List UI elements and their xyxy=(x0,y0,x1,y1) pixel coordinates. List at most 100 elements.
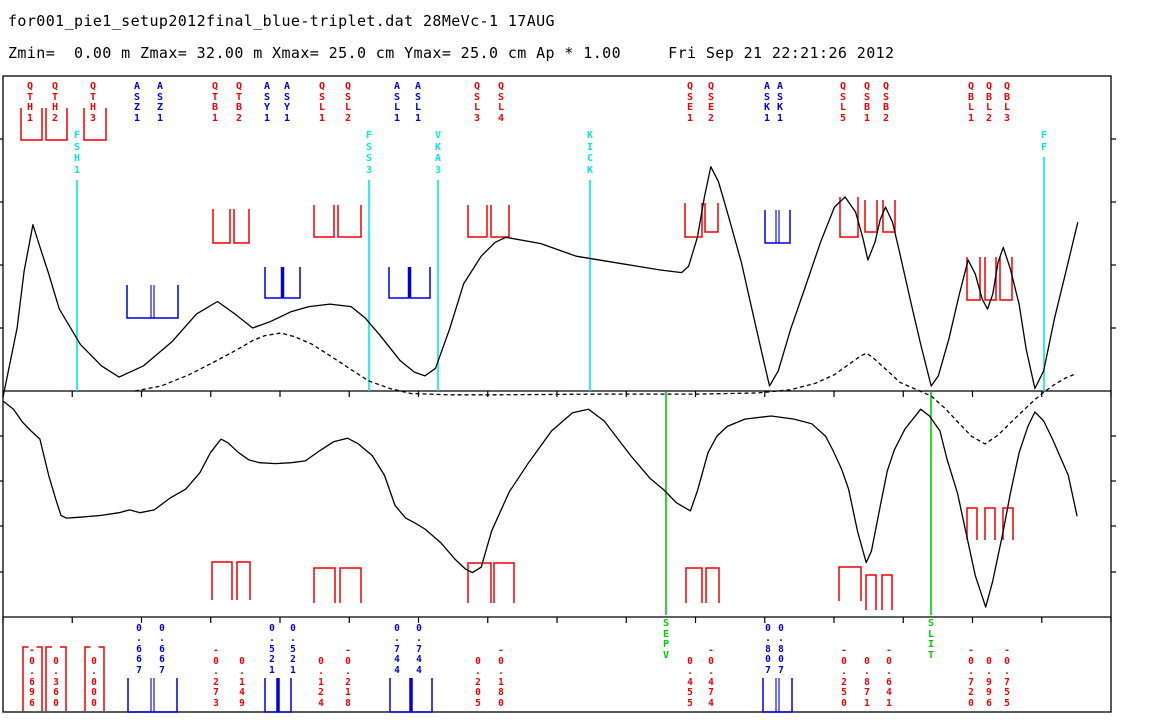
magnet-symbol-red xyxy=(313,567,336,603)
magnet-symbol-red xyxy=(212,209,231,244)
magnet-symbol-red xyxy=(45,108,68,141)
magnet-symbol-red xyxy=(211,561,233,600)
magnet-symbol-red xyxy=(999,257,1013,301)
y-envelope-bottom-solid-curve xyxy=(2,400,1078,608)
magnet-symbol-red xyxy=(83,108,107,141)
magnet-symbol-red xyxy=(339,567,362,603)
magnet-symbol-red xyxy=(882,200,896,233)
magnet-symbol-red xyxy=(881,574,893,610)
value-bracket xyxy=(22,646,43,711)
dispersion-top-dashed-curve xyxy=(134,332,1074,445)
magnet-symbol-red xyxy=(493,562,515,603)
magnet-symbol-red xyxy=(20,108,43,141)
magnet-symbol-red xyxy=(984,257,997,301)
magnet-symbol-red xyxy=(839,197,859,238)
magnet-symbol-red xyxy=(966,507,978,540)
magnet-symbol-blue xyxy=(127,678,178,713)
plot-title: for001_pie1_setup2012final_blue-triplet.… xyxy=(8,12,555,30)
plot-parameters-line: Zmin= 0.00 m Zmax= 32.00 m Xmax= 25.0 cm… xyxy=(8,44,895,62)
magnet-symbol-red xyxy=(984,507,996,540)
magnet-symbol-red xyxy=(685,567,703,603)
magnet-symbol-red xyxy=(705,567,720,603)
magnet-symbol-red xyxy=(467,562,492,603)
magnet-symbol-blue xyxy=(126,285,179,319)
x-envelope-top-solid-curve xyxy=(2,166,1079,398)
value-bracket xyxy=(45,646,67,711)
magnet-symbol-red xyxy=(337,205,362,238)
magnet-symbol-red xyxy=(684,203,703,238)
magnet-symbol-red xyxy=(313,205,335,238)
magnet-symbol-red xyxy=(467,205,488,238)
magnet-symbol-red xyxy=(704,203,719,233)
value-bracket xyxy=(84,646,105,711)
magnet-symbol-red xyxy=(864,200,878,233)
magnet-symbol-red xyxy=(490,205,510,238)
magnet-symbol-blue xyxy=(764,210,791,244)
magnet-symbol-red xyxy=(865,574,877,610)
magnet-symbol-red xyxy=(236,561,251,600)
magnet-symbol-blue xyxy=(762,678,793,713)
magnet-symbol-red xyxy=(966,257,981,301)
magnet-symbol-red xyxy=(233,209,250,244)
